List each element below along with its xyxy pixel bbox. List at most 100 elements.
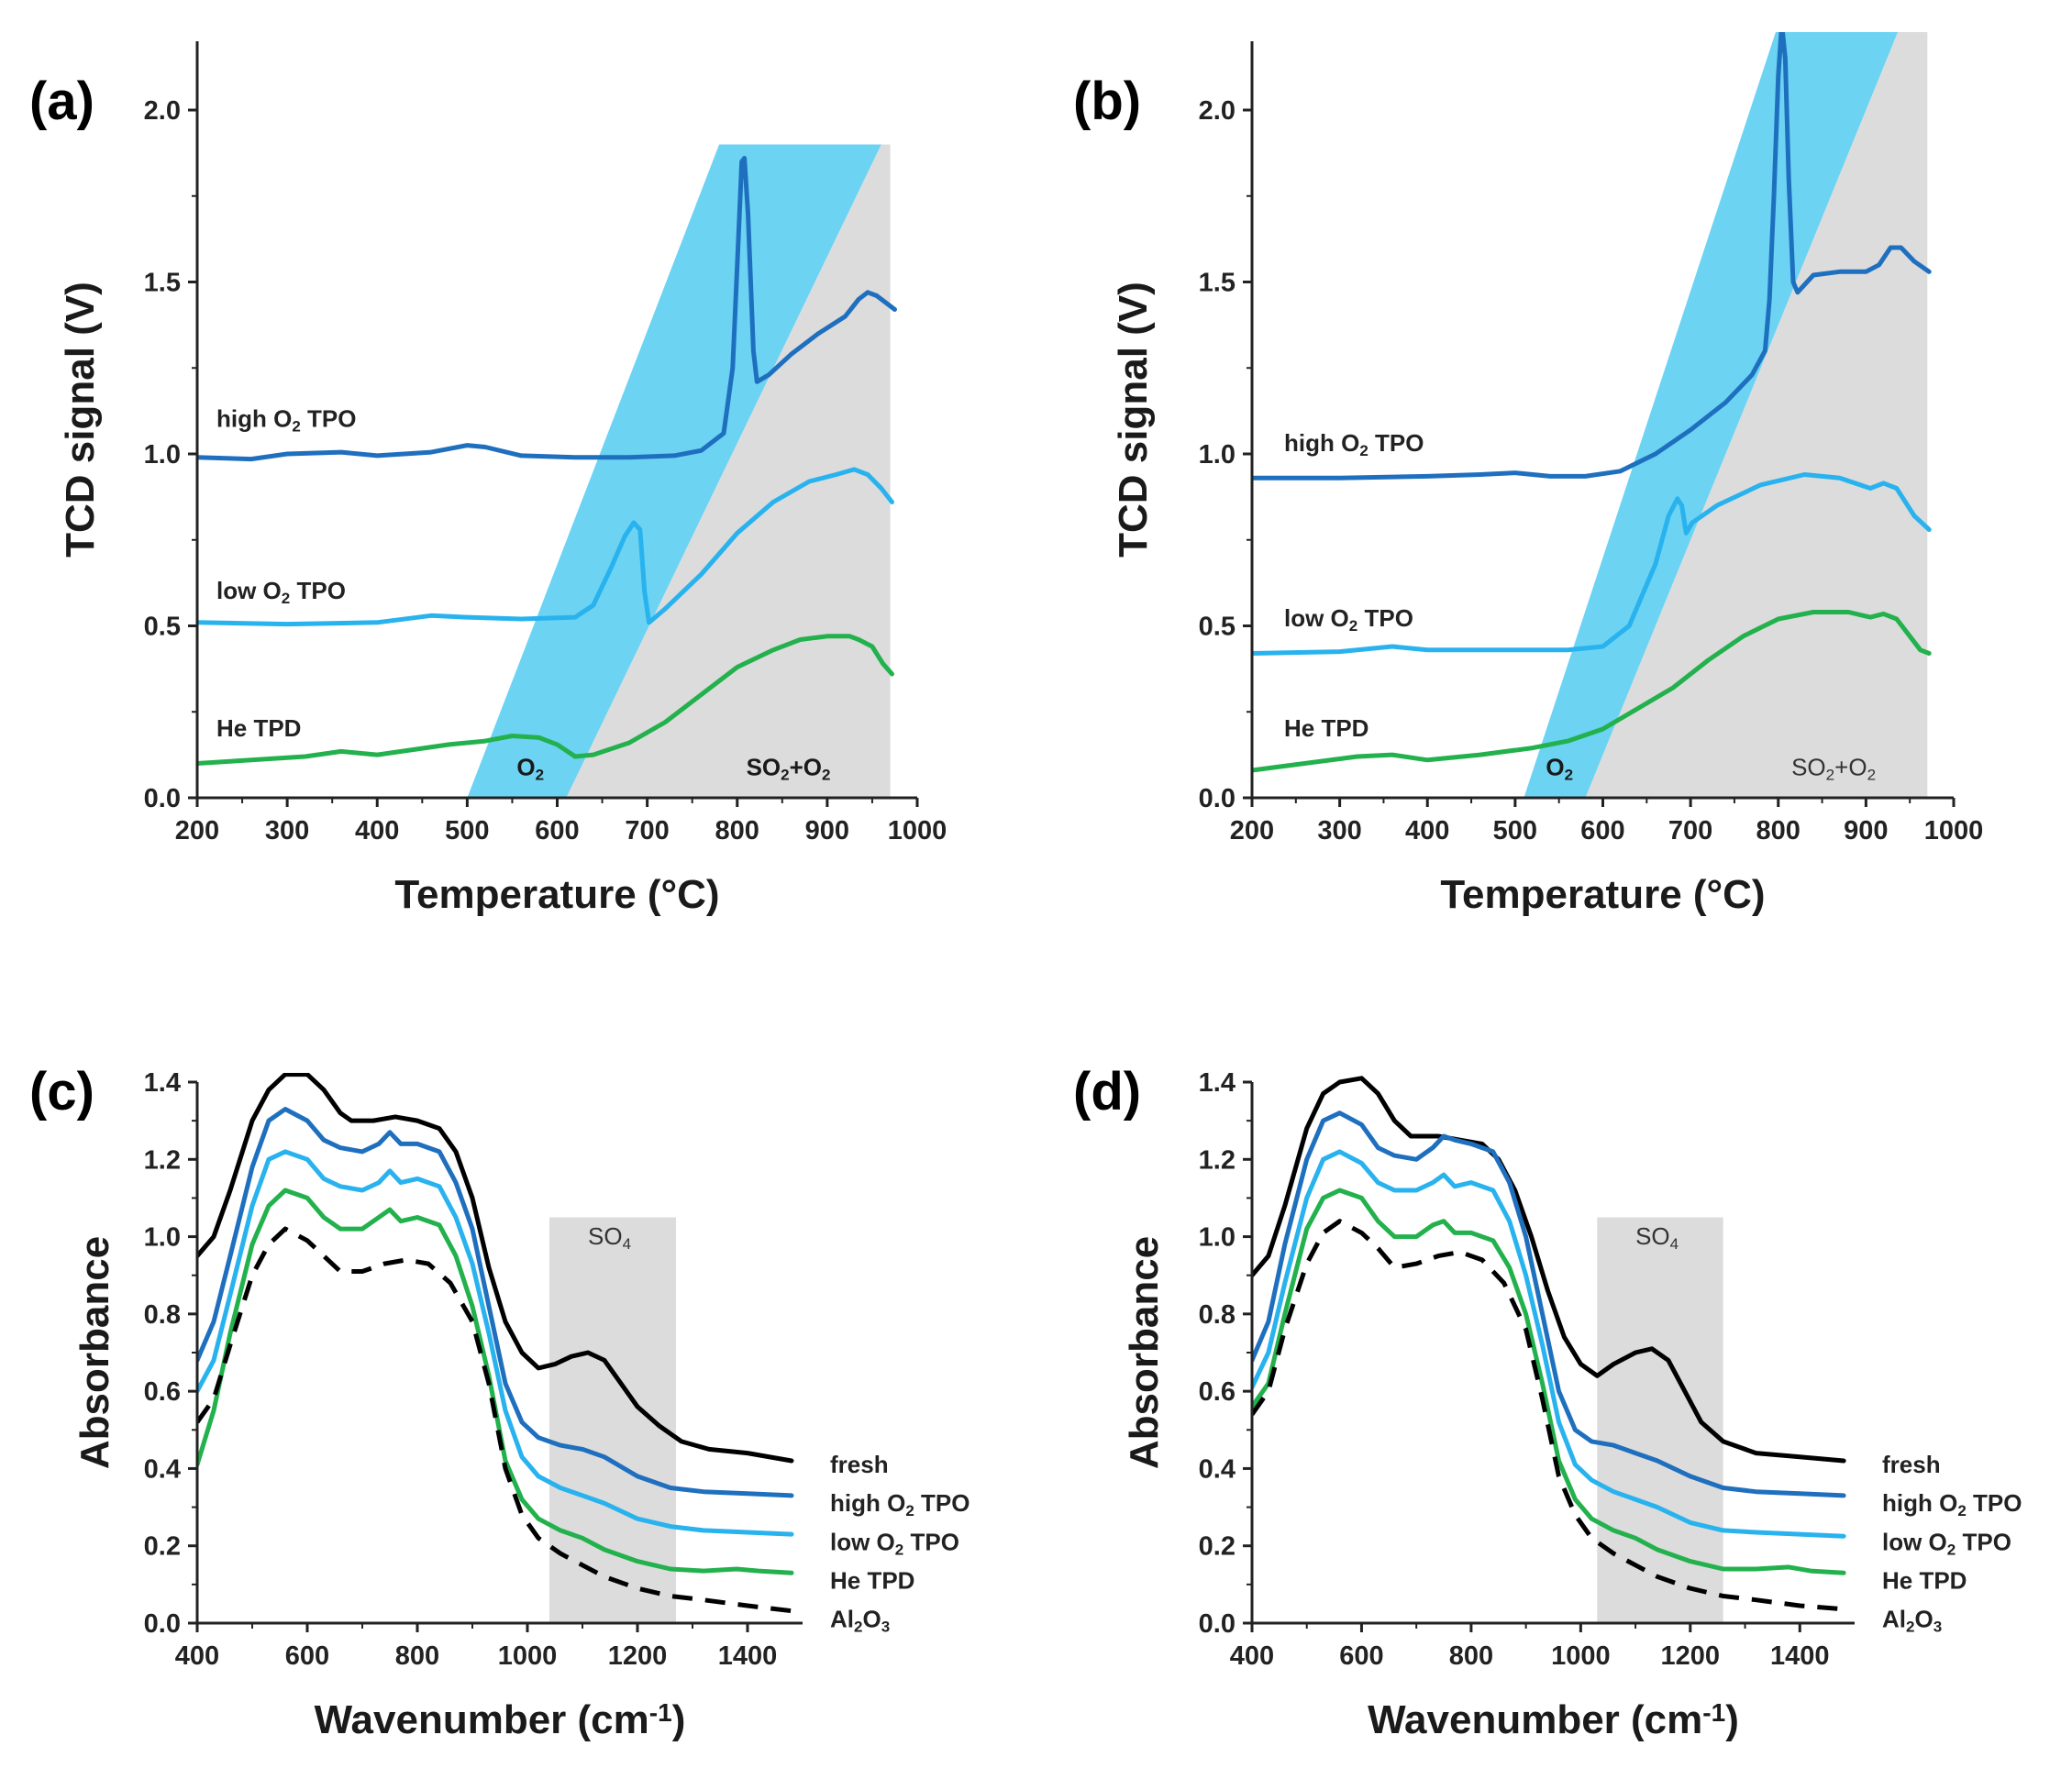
series-label-he-tpd: He TPD <box>1882 1566 1967 1594</box>
region-label-o2: O2 <box>516 754 544 784</box>
series-label-low-o2-tpo: low O2 TPO <box>1284 604 1413 635</box>
series-line-low-o2-tpo <box>1252 1149 1846 1539</box>
series-label-fresh: fresh <box>1882 1451 1941 1478</box>
y-tick-label: 1.0 <box>144 1223 181 1253</box>
series-line-fresh <box>197 1073 794 1464</box>
panel-d: SO4 400 600 800 1000 1200 1400 0.0 0.2 0.4 0.6 0.8 1… <box>1073 1062 2022 1742</box>
series-label-fresh: fresh <box>830 1451 889 1478</box>
y-tick-label: 1.5 <box>144 269 181 298</box>
y-tick-label: 1.0 <box>144 440 181 470</box>
series-line-al2o3 <box>1252 1219 1850 1612</box>
y-tick-label: 1.0 <box>1199 440 1235 470</box>
y-tick-label: 0.0 <box>1199 1609 1235 1639</box>
x-axis-title: Wavenumber (cm-1) <box>315 1697 686 1742</box>
series-label-al2o3: Al2O3 <box>1882 1606 1942 1636</box>
x-tick-label: 500 <box>1493 816 1537 845</box>
panel-a: O2 SO2+O2 200 300 400 500 600 700 800 900 1000 0.0 0… <box>29 41 947 917</box>
y-tick-label: 2.0 <box>144 96 181 126</box>
series-label-al2o3: Al2O3 <box>830 1606 890 1636</box>
region-label-o2: O2 <box>1546 754 1573 784</box>
x-tick-label: 1400 <box>1770 1641 1830 1671</box>
x-tick-label: 400 <box>1405 816 1449 845</box>
y-tick-label: 0.4 <box>144 1454 181 1484</box>
x-tick-label: 800 <box>1449 1641 1493 1671</box>
x-tick-label: 300 <box>265 816 309 845</box>
region-label-so4: SO4 <box>588 1222 631 1253</box>
y-tick-label: 1.2 <box>144 1145 181 1175</box>
x-axis-title: Temperature (°C) <box>1440 872 1765 917</box>
x-axis-title: Temperature (°C) <box>394 872 719 917</box>
series-line-high-o2-tpo <box>1252 1111 1846 1498</box>
x-tick-label: 400 <box>1230 1641 1274 1671</box>
y-tick-label: 0.5 <box>144 613 181 642</box>
panel-letter: (c) <box>29 1062 94 1122</box>
series-line-low-o2-tpo <box>197 467 894 627</box>
series-label-low-o2-tpo: low O2 TPO <box>216 577 346 607</box>
x-tick-label: 1400 <box>718 1641 778 1671</box>
y-tick-label: 0.2 <box>144 1532 181 1562</box>
x-tick-label: 1000 <box>1551 1641 1611 1671</box>
x-tick-label: 1200 <box>1661 1641 1721 1671</box>
panel-b: O2 SO2+O2 200 300 400 500 600 700 800 900 1000 0.0 0… <box>1073 32 1983 917</box>
y-tick-label: 0.0 <box>1199 784 1235 813</box>
y-tick-label: 1.2 <box>1199 1145 1235 1175</box>
y-axis-title: Absorbance <box>1122 1236 1167 1469</box>
region-so2-o2 <box>566 144 891 798</box>
series-label-high-o2-tpo: high O2 TPO <box>216 405 356 436</box>
series-label-he-tpd: He TPD <box>830 1566 914 1594</box>
x-tick-label: 1000 <box>498 1641 558 1671</box>
series-line-low-o2-tpo <box>197 1149 794 1537</box>
series-line-high-o2-tpo <box>197 156 897 462</box>
x-tick-label: 200 <box>1230 816 1274 845</box>
region-so2-o2 <box>1585 32 1928 798</box>
x-tick-label: 1000 <box>888 816 947 845</box>
series-line-he-tpd <box>1252 610 1932 773</box>
panel-letter: (d) <box>1073 1062 1141 1122</box>
series-line-he-tpd <box>197 1188 794 1575</box>
x-tick-label: 600 <box>1580 816 1624 845</box>
series-line-high-o2-tpo <box>1252 32 1932 481</box>
y-tick-label: 0.4 <box>1199 1454 1235 1484</box>
x-tick-label: 900 <box>805 816 849 845</box>
series-label-low-o2-tpo: low O2 TPO <box>1882 1528 2011 1558</box>
y-axis-title: TCD signal (V) <box>1111 282 1156 558</box>
panel-letter: (b) <box>1073 72 1141 131</box>
y-axis-title: Absorbance <box>72 1236 117 1469</box>
x-axis-title: Wavenumber (cm-1) <box>1368 1697 1739 1742</box>
series-label-high-o2-tpo: high O2 TPO <box>830 1489 970 1519</box>
series-line-he-tpd <box>197 634 894 766</box>
x-tick-label: 700 <box>625 816 669 845</box>
series-line-he-tpd <box>1252 1188 1846 1575</box>
y-tick-label: 0.6 <box>144 1377 181 1407</box>
y-tick-label: 0.8 <box>1199 1300 1235 1330</box>
region-label-so2-o2: SO2+O2 <box>747 754 831 784</box>
x-tick-label: 600 <box>1339 1641 1383 1671</box>
region-o2 <box>467 144 881 798</box>
series-line-high-o2-tpo <box>197 1107 794 1498</box>
y-tick-label: 1.4 <box>144 1068 181 1098</box>
x-tick-label: 400 <box>175 1641 219 1671</box>
panel-c: SO4 400 600 800 1000 1200 1400 0.0 0.2 0.4 0.6 0.8 1… <box>29 1062 970 1742</box>
y-tick-label: 0.0 <box>144 784 181 813</box>
series-label-he-tpd: He TPD <box>216 714 301 742</box>
series-label-he-tpd: He TPD <box>1284 714 1368 742</box>
y-tick-label: 0.6 <box>1199 1377 1235 1407</box>
y-tick-label: 1.4 <box>1199 1068 1235 1098</box>
region-label-so4: SO4 <box>1635 1222 1679 1253</box>
x-tick-label: 800 <box>715 816 759 845</box>
y-tick-label: 1.5 <box>1199 269 1235 298</box>
y-tick-label: 0.2 <box>1199 1532 1235 1562</box>
region-label-so2-o2: SO2+O2 <box>1791 754 1876 784</box>
x-tick-label: 300 <box>1317 816 1361 845</box>
series-line-fresh <box>1252 1076 1846 1464</box>
series-label-low-o2-tpo: low O2 TPO <box>830 1528 959 1558</box>
y-tick-label: 2.0 <box>1199 96 1235 126</box>
series-label-high-o2-tpo: high O2 TPO <box>1284 429 1424 459</box>
panel-letter: (a) <box>29 72 94 131</box>
series-line-low-o2-tpo <box>1252 472 1932 656</box>
x-tick-label: 200 <box>175 816 219 845</box>
x-tick-label: 1200 <box>608 1641 668 1671</box>
x-tick-label: 800 <box>1756 816 1801 845</box>
series-line-al2o3 <box>197 1226 798 1614</box>
